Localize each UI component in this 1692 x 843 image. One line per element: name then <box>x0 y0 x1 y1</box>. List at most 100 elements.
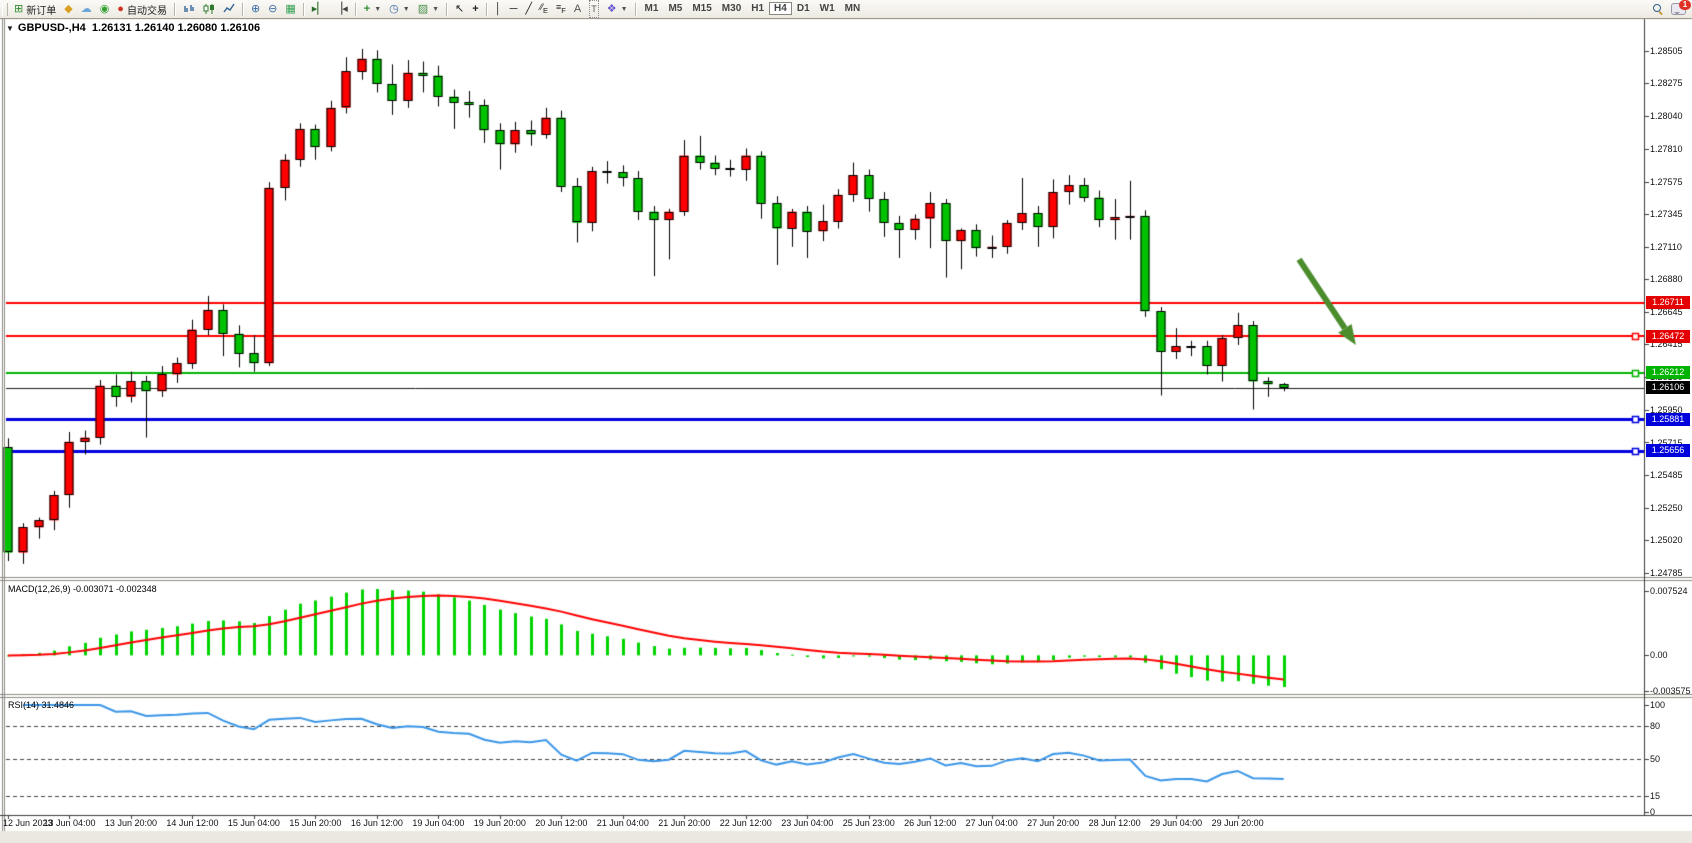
equidistant-channel-icon: ⁄⁄E <box>539 2 549 15</box>
candle-chart-button[interactable] <box>199 1 219 17</box>
price-tick-label: 1.26415 <box>1650 339 1683 350</box>
dropdown-caret-icon: ▼ <box>620 5 628 13</box>
horizontal-line-icon: ─ <box>509 3 518 15</box>
time-axis-label: 20 Jun 12:00 <box>535 818 588 828</box>
cursor-tool-button[interactable]: ↖ <box>451 1 468 17</box>
auto-scroll-button[interactable]: ▸▏ <box>308 1 330 17</box>
price-tick-label: 1.26645 <box>1650 307 1683 317</box>
price-line-badge: 1.25656 <box>1646 444 1690 458</box>
line-chart-button[interactable] <box>219 1 239 17</box>
price-tick-label: 1.25020 <box>1650 535 1683 546</box>
template-icon: ▨ <box>417 3 429 15</box>
zoom-in-button[interactable]: ⊕ <box>247 1 264 17</box>
timeframe-button-M15[interactable]: M15 <box>692 3 712 14</box>
price-tick-label: 1.25250 <box>1650 502 1683 513</box>
autotrading-label: 自动交易 <box>126 5 167 17</box>
ohlc-values: 1.26131 1.26140 1.26080 1.26106 <box>91 22 261 34</box>
zoom-out-button[interactable]: ⊖ <box>264 1 281 17</box>
toolbar-separator <box>173 2 176 16</box>
new-order-icon: ⊞ <box>14 3 24 15</box>
chart-window-title[interactable]: ▼ GBPUSD-,H4 1.26131 1.26140 1.26080 1.26… <box>6 22 260 34</box>
candle-chart-icon <box>203 3 215 15</box>
notification-badge: 1 <box>1679 0 1691 10</box>
new-order-label: 新订单 <box>26 5 57 17</box>
timeframe-button-H1[interactable]: H1 <box>751 3 765 14</box>
hline-tool-button[interactable]: ─ <box>506 1 522 17</box>
collapse-triangle-icon[interactable]: ▼ <box>6 24 14 33</box>
autotrading-button[interactable]: ● 自动交易 <box>113 1 171 17</box>
time-axis-label: 22 Jun 12:00 <box>719 818 772 828</box>
time-axis-label: 19 Jun 04:00 <box>412 818 465 828</box>
deposit-button[interactable]: ◆ <box>60 1 76 17</box>
new-order-button[interactable]: ⊞ 新订单 <box>10 1 60 17</box>
price-tick-label: 1.28275 <box>1650 78 1683 89</box>
indicators-add-icon: + <box>363 3 371 15</box>
signals-button[interactable]: ◉ <box>96 1 114 17</box>
bar-chart-button[interactable] <box>179 1 199 17</box>
time-axis-label: 13 Jun 04:00 <box>43 818 96 828</box>
time-axis-label: 27 Jun 20:00 <box>1027 818 1080 828</box>
search-icon[interactable] <box>1653 4 1663 14</box>
clock-icon: ◷ <box>389 3 399 15</box>
timeframe-button-H4[interactable]: H4 <box>769 2 792 15</box>
rsi-scale-label: 0 <box>1650 807 1656 817</box>
dropdown-caret-icon: ▼ <box>432 5 440 13</box>
community-button[interactable]: ☁ <box>77 1 96 17</box>
zoom-out-icon: ⊖ <box>268 3 278 15</box>
price-tick-label: 1.28505 <box>1650 46 1683 56</box>
chart-shift-button[interactable]: ▕◂ <box>330 1 352 17</box>
fibonacci-icon: ≡F <box>556 2 566 15</box>
price-line-badge: 1.26711 <box>1646 296 1690 310</box>
price-line-badge: 1.26472 <box>1646 329 1690 343</box>
price-tick-label: 1.24785 <box>1650 568 1683 578</box>
cloud-icon: ☁ <box>80 3 92 15</box>
text-label-icon: T <box>589 0 599 18</box>
time-axis-label: 16 Jun 12:00 <box>350 818 403 828</box>
price-line-badge: 1.26212 <box>1646 366 1690 380</box>
timeframe-toolbar: M1 M5 M15 M30 H1 H4 D1 W1 MN <box>640 1 866 17</box>
time-axis-label: 23 Jun 04:00 <box>781 818 834 828</box>
time-axis-label: 21 Jun 04:00 <box>596 818 649 828</box>
periods-button[interactable]: ◷ ▼ <box>385 1 414 17</box>
macd-scale-label: -0.003575 <box>1650 685 1691 696</box>
timeframe-button-MN[interactable]: MN <box>844 3 861 14</box>
time-axis-label: 29 Jun 04:00 <box>1150 818 1203 828</box>
timeframe-button-M5[interactable]: M5 <box>668 3 683 14</box>
timeframe-button-D1[interactable]: D1 <box>796 3 810 14</box>
templates-button[interactable]: ▨ ▼ <box>414 1 443 17</box>
rsi-scale-label: 80 <box>1650 721 1661 732</box>
price-tick-label: 1.25715 <box>1650 437 1683 448</box>
tile-windows-button[interactable]: ▦ <box>281 1 299 17</box>
toolbar-separator <box>241 2 244 16</box>
timeframe-button-M1[interactable]: M1 <box>644 3 659 14</box>
time-axis-label: 14 Jun 12:00 <box>166 818 219 828</box>
symbol-name: GBPUSD-,H4 <box>17 22 86 34</box>
toolbar-separator <box>634 2 637 16</box>
indicators-button[interactable]: + ▼ <box>360 1 385 17</box>
text-tool-button[interactable]: A <box>570 1 585 17</box>
toolbar-separator <box>302 2 305 16</box>
vertical-line-icon: │ <box>494 3 502 15</box>
cursor-icon: ↖ <box>455 3 465 15</box>
crosshair-tool-button[interactable]: + <box>468 1 482 17</box>
arrows-tool-button[interactable]: ❖ ▼ <box>603 1 632 17</box>
auto-scroll-icon: ▸▏ <box>311 3 326 15</box>
timeframe-button-M30[interactable]: M30 <box>721 3 742 14</box>
rsi-scale-label: 100 <box>1650 700 1666 710</box>
timeframe-button-W1[interactable]: W1 <box>819 3 835 14</box>
chat-icon[interactable]: 1 <box>1671 0 1691 15</box>
gold-icon: ◆ <box>64 3 73 15</box>
text-label-tool-button[interactable]: T <box>585 0 603 18</box>
price-line-badge: 1.25881 <box>1646 412 1690 426</box>
trendline-tool-button[interactable]: ╱ <box>521 1 536 17</box>
crosshair-icon: + <box>472 3 479 15</box>
price-tick-label: 1.25950 <box>1650 404 1683 415</box>
price-tick-label: 1.25485 <box>1650 469 1683 480</box>
fibonacci-tool-button[interactable]: ≡F <box>552 1 570 17</box>
vline-tool-button[interactable]: │ <box>491 1 506 17</box>
channel-tool-button[interactable]: ⁄⁄E <box>536 1 552 17</box>
time-axis-label: 29 Jun 20:00 <box>1211 818 1264 828</box>
time-axis-label: 26 Jun 12:00 <box>904 818 957 828</box>
